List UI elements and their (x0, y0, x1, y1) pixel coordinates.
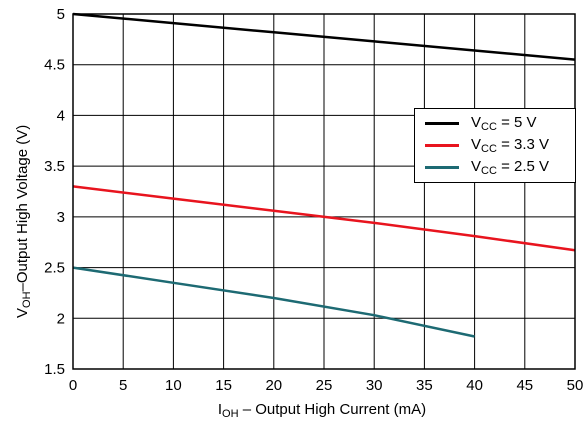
y-tick-label-3: 3 (57, 209, 65, 226)
x-tick-label-1: 5 (119, 377, 127, 394)
series-group (72, 12, 576, 338)
x-tick-label-3: 15 (215, 377, 232, 394)
x-tick-label-5: 25 (316, 377, 333, 394)
x-tick-labels: 0 5 10 15 20 25 30 35 40 45 50 (69, 377, 584, 394)
y-tick-label-1: 2 (57, 310, 65, 327)
x-tick-label-8: 40 (466, 377, 483, 394)
series-line-1 (72, 185, 576, 252)
legend-label-vcc-3v3: VCC = 3.3 V (471, 135, 550, 155)
x-tick-label-7: 35 (416, 377, 433, 394)
plot-frame (72, 13, 576, 370)
legend-label-vcc-5v: VCC = 5 V (471, 113, 537, 133)
legend-item-vcc-3v3: VCC = 3.3 V (415, 134, 575, 156)
y-tick-label-7: 5 (57, 6, 65, 23)
legend-label-vcc-2v5: VCC = 2.5 V (471, 157, 550, 177)
y-tick-label-0: 1.5 (44, 361, 65, 378)
x-tick-label-9: 45 (516, 377, 533, 394)
x-tick-label-4: 20 (265, 377, 282, 394)
legend: VCC = 5 V VCC = 3.3 V VCC = 2.5 V (414, 108, 576, 183)
y-tick-labels: 1.5 2 2.5 3 3.5 4 4.5 5 (44, 6, 65, 378)
legend-swatch-vcc-5v (425, 121, 459, 125)
x-tick-label-6: 30 (366, 377, 383, 394)
legend-item-vcc-5v: VCC = 5 V (415, 112, 575, 134)
grid (72, 13, 576, 370)
legend-swatch-vcc-2v5 (425, 165, 459, 169)
legend-item-vcc-2v5: VCC = 2.5 V (415, 156, 575, 178)
y-tick-label-4: 3.5 (44, 158, 65, 175)
series-line-0 (72, 12, 576, 61)
x-axis-label: IOH – Output High Current (mA) (217, 401, 427, 420)
x-tick-label-2: 10 (165, 377, 182, 394)
y-tick-label-5: 4 (57, 107, 65, 124)
x-tick-label-10: 50 (567, 377, 584, 394)
y-tick-label-6: 4.5 (44, 57, 65, 74)
legend-swatch-vcc-3v3 (425, 143, 459, 147)
x-tick-label-0: 0 (69, 377, 77, 394)
series-line-2 (72, 266, 475, 338)
y-tick-label-2: 2.5 (44, 260, 65, 277)
y-axis-label: VOH–Output High Voltage (V) (14, 124, 33, 318)
